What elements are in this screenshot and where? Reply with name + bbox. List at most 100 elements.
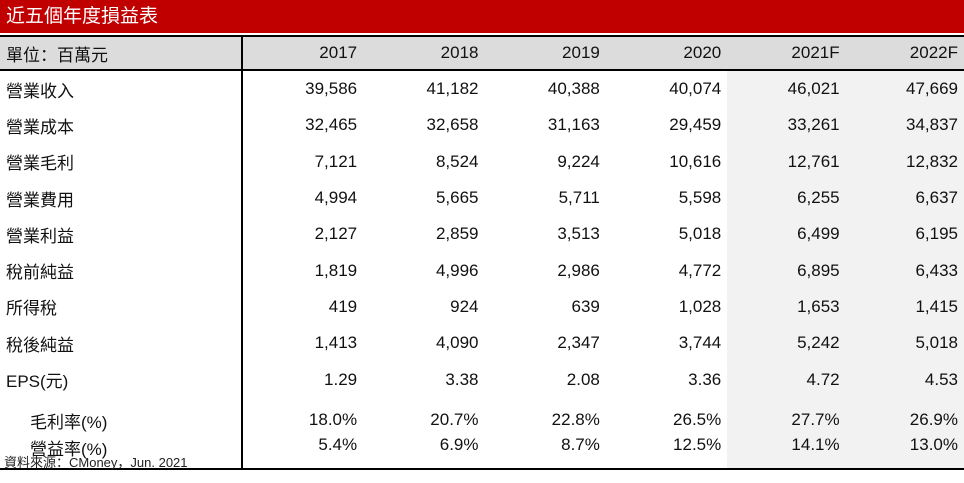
table-cell: 22.8% <box>551 410 600 430</box>
table-row: 營業毛利 7,121 8,524 9,224 10,616 12,761 12,832 <box>0 143 964 180</box>
row-label: 營業毛利 <box>0 143 243 180</box>
table-cell: 4.72 <box>727 361 846 398</box>
table-cell: 6.9% <box>363 433 485 470</box>
table-cell: 5,018 <box>678 224 722 244</box>
unit-label: 單位：百萬元 <box>0 35 243 71</box>
table-cell: 12,832 <box>845 143 964 180</box>
table-cell: 41,182 <box>426 79 479 99</box>
row-label: 所得稅 <box>0 288 243 326</box>
table-row: 稅後純益 1,413 4,090 2,347 3,744 5,242 5,018 <box>0 325 964 362</box>
table-cell: 6,637 <box>845 179 964 217</box>
table-cell: 10,616 <box>669 151 722 171</box>
table-cell: 2,859 <box>435 224 479 244</box>
row-label: 營業利益 <box>0 216 243 253</box>
row-label: 營業收入 <box>0 70 243 108</box>
header-row: 單位：百萬元 2017 2018 2019 2020 2021F 2022F <box>0 35 964 71</box>
table-row: 稅前純益 1,819 4,996 2,986 4,772 6,895 6,433 <box>0 252 964 289</box>
table-cell: 3.38 <box>445 369 479 389</box>
table-cell: 2,127 <box>314 224 358 244</box>
row-label: 營業成本 <box>0 107 243 144</box>
table-row: 營業費用 4,994 5,665 5,711 5,598 6,255 6,637 <box>0 179 964 217</box>
row-label: EPS(元) <box>0 361 243 398</box>
table-cell: 1.29 <box>324 369 358 389</box>
table-cell: 46,021 <box>727 70 846 108</box>
table-cell: 12,761 <box>727 143 846 180</box>
table-cell: 8,524 <box>435 151 479 171</box>
table-cell: 1,819 <box>314 260 358 280</box>
table-cell: 26.9% <box>845 397 964 434</box>
source-note: 資料來源：CMoney，Jun. 2021 <box>4 455 188 470</box>
year-header: 2022F <box>845 35 964 71</box>
income-statement-table: 單位：百萬元 2017 2018 2019 2020 2021F 2022F 營… <box>0 35 964 470</box>
table-cell: 33,261 <box>727 107 846 144</box>
table-cell: 4,090 <box>435 333 479 353</box>
table-cell: 3,513 <box>557 224 600 244</box>
row-label: 稅後純益 <box>0 325 243 362</box>
table-cell: 5,711 <box>558 188 600 208</box>
table-cell: 6,195 <box>845 216 964 253</box>
table-cell: 2,986 <box>557 260 600 280</box>
table-cell: 8.7% <box>484 433 606 470</box>
table-cell: 40,388 <box>547 79 600 99</box>
table-cell: 419 <box>328 296 358 316</box>
table-cell: 4,996 <box>435 260 479 280</box>
row-label: 毛利率(%) <box>0 397 243 434</box>
table-cell: 26.5% <box>673 410 722 430</box>
table-row: 營業利益 2,127 2,859 3,513 5,018 6,499 6,195 <box>0 216 964 253</box>
table-row: 營業成本 32,465 32,658 31,163 29,459 33,261 34,837 <box>0 107 964 144</box>
table-cell: 4.53 <box>845 361 964 398</box>
table-cell: 31,163 <box>547 115 600 135</box>
table-row: 所得稅 419 924 639 1,028 1,653 1,415 <box>0 288 964 326</box>
table-cell: 34,837 <box>845 107 964 144</box>
table-cell: 40,074 <box>669 79 722 99</box>
ratio-row: 營益率(%) 5.4% 6.9% 8.7% 12.5% 14.1% 13.0% <box>0 433 964 470</box>
table-cell: 9,224 <box>557 151 600 171</box>
table-cell: 924 <box>450 296 479 316</box>
income-statement-table-container: 單位：百萬元 2017 2018 2019 2020 2021F 2022F 營… <box>0 35 964 470</box>
table-cell: 1,415 <box>845 288 964 326</box>
year-header: 2020 <box>605 35 728 71</box>
ratio-row: 毛利率(%) 18.0% 20.7% 22.8% 26.5% 27.7% 26.9% <box>0 397 964 434</box>
table-row: 營業收入 39,586 41,182 40,388 40,074 46,021 47,669 <box>0 70 964 108</box>
table-cell: 1,653 <box>727 288 846 326</box>
table-cell: 5.4% <box>241 433 364 470</box>
row-label: 稅前純益 <box>0 252 243 289</box>
table-cell: 5,598 <box>678 188 722 208</box>
table-cell: 1,028 <box>678 296 722 316</box>
year-header: 2019 <box>484 35 606 71</box>
row-label: 營業費用 <box>0 179 243 217</box>
table-cell: 32,658 <box>426 115 479 135</box>
year-header: 2021F <box>727 35 846 71</box>
table-cell: 4,772 <box>678 260 722 280</box>
table-cell: 13.0% <box>845 433 964 470</box>
table-cell: 6,255 <box>727 179 846 217</box>
table-cell: 5,665 <box>435 188 479 208</box>
table-cell: 7,121 <box>314 151 358 171</box>
table-cell: 29,459 <box>669 115 722 135</box>
table-cell: 14.1% <box>727 433 846 470</box>
table-cell: 39,586 <box>305 79 358 99</box>
table-cell: 3.36 <box>688 369 722 389</box>
table-title: 近五個年度損益表 <box>0 0 964 33</box>
table-cell: 12.5% <box>605 433 728 470</box>
table-cell: 27.7% <box>727 397 846 434</box>
table-cell: 6,433 <box>845 252 964 289</box>
table-cell: 5,018 <box>845 325 964 362</box>
table-cell: 6,499 <box>727 216 846 253</box>
table-cell: 2.08 <box>566 369 600 389</box>
table-row: EPS(元) 1.29 3.38 2.08 3.36 4.72 4.53 <box>0 361 964 398</box>
table-cell: 18.0% <box>308 410 358 430</box>
row-label: 營益率(%) <box>0 433 243 470</box>
year-header: 2018 <box>363 35 485 71</box>
table-cell: 1,413 <box>314 333 358 353</box>
table-cell: 6,895 <box>727 252 846 289</box>
table-cell: 5,242 <box>727 325 846 362</box>
table-cell: 3,744 <box>678 333 722 353</box>
table-cell: 20.7% <box>430 410 479 430</box>
table-cell: 47,669 <box>845 70 964 108</box>
table-cell: 32,465 <box>305 115 358 135</box>
table-cell: 2,347 <box>557 333 600 353</box>
table-cell: 4,994 <box>314 188 358 208</box>
year-header: 2017 <box>241 35 364 71</box>
table-cell: 639 <box>571 296 600 316</box>
